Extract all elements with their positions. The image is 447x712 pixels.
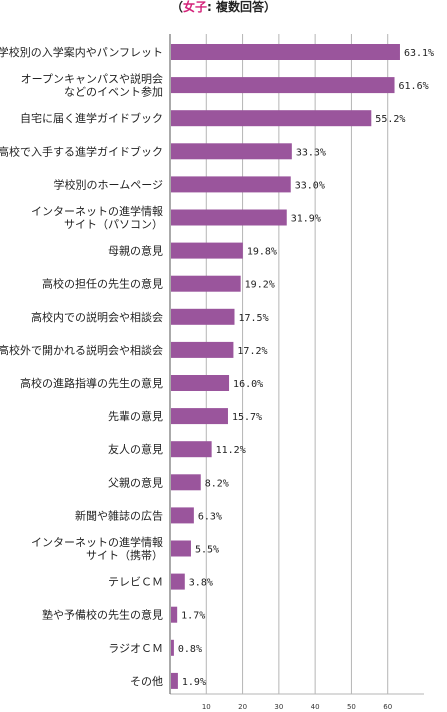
bar xyxy=(171,441,212,458)
category-label: その他 xyxy=(130,675,163,688)
category-label: オープンキャンパスや説明会 xyxy=(21,72,163,86)
bar xyxy=(171,474,201,491)
bar xyxy=(171,242,243,259)
bar xyxy=(171,540,191,557)
value-label: 63.1% xyxy=(404,48,434,59)
category-label: インターネットの進学情報 xyxy=(31,535,163,549)
bar xyxy=(171,375,230,391)
value-label: 1.9% xyxy=(182,677,206,688)
category-label: 学校別のホームページ xyxy=(54,177,163,191)
category-label: 高校内での説明会や相談会 xyxy=(31,310,163,324)
bar xyxy=(171,308,235,325)
value-label: 33.3% xyxy=(296,147,326,158)
bar xyxy=(171,275,241,292)
category-label: 先輩の意見 xyxy=(108,409,163,423)
bar xyxy=(171,672,178,689)
x-tick-label: 20 xyxy=(238,703,247,711)
value-label: 15.7% xyxy=(232,412,262,423)
x-tick-label: 40 xyxy=(311,703,320,711)
value-label: 6.3% xyxy=(198,511,222,522)
category-label: 友人の意見 xyxy=(108,442,163,456)
value-label: 17.5% xyxy=(239,313,269,324)
category-label: 自宅に届く進学ガイドブック xyxy=(20,111,163,125)
value-label: 31.9% xyxy=(291,214,321,225)
category-label: サイト（パソコン） xyxy=(64,218,163,231)
bar xyxy=(171,573,185,590)
value-label: 8.2% xyxy=(205,478,229,489)
value-label: 19.8% xyxy=(247,247,277,258)
value-label: 61.6% xyxy=(399,81,429,92)
category-label: ラジオＣＭ xyxy=(108,642,163,655)
bar xyxy=(171,176,291,193)
category-label: 高校外で開かれる説明会や相談会 xyxy=(0,343,163,357)
category-label: 高校の担任の先生の意見 xyxy=(42,277,163,291)
x-tick-label: 60 xyxy=(383,703,392,711)
bar xyxy=(171,110,372,127)
value-label: 19.2% xyxy=(245,280,275,291)
value-label: 16.0% xyxy=(233,379,263,390)
bar xyxy=(171,209,287,226)
category-label: 新聞や雑誌の広告 xyxy=(75,508,163,522)
value-label: 11.2% xyxy=(216,445,246,456)
category-label: 学校別の入学案内やパンフレット xyxy=(0,45,163,59)
value-label: 17.2% xyxy=(237,346,267,357)
value-label: 0.8% xyxy=(178,644,202,655)
category-label: 塾や予備校の先生の意見 xyxy=(42,608,163,622)
category-label: 高校で入手する進学ガイドブック xyxy=(0,144,163,158)
x-tick-label: 10 xyxy=(202,703,211,711)
title-open: （ xyxy=(170,0,183,14)
value-label: 33.0% xyxy=(295,180,325,191)
bar xyxy=(171,143,292,160)
bar xyxy=(171,507,194,524)
bar xyxy=(171,341,234,358)
category-label: サイト（携帯） xyxy=(86,548,163,562)
value-label: 55.2% xyxy=(375,114,405,125)
title-accent: 女子 xyxy=(183,0,208,14)
bar xyxy=(171,408,228,425)
category-label: などのイベント参加 xyxy=(64,85,163,99)
x-tick-label: 50 xyxy=(347,703,356,711)
x-tick-label: 30 xyxy=(274,703,283,711)
category-label: インターネットの進学情報 xyxy=(31,204,163,218)
value-label: 3.8% xyxy=(189,578,213,589)
category-label: テレビＣＭ xyxy=(108,576,163,589)
chart-title: （女子: 複数回答） xyxy=(0,0,447,14)
category-label: 高校の進路指導の先生の意見 xyxy=(20,376,163,390)
value-label: 1.7% xyxy=(181,611,205,622)
category-label: 母親の意見 xyxy=(108,244,163,258)
bar xyxy=(171,44,400,60)
bar xyxy=(171,77,395,94)
bar xyxy=(171,606,178,623)
title-rest: : 複数回答） xyxy=(207,0,276,14)
category-label: 父親の意見 xyxy=(108,475,163,489)
value-label: 5.5% xyxy=(195,545,219,556)
bar xyxy=(171,639,174,656)
